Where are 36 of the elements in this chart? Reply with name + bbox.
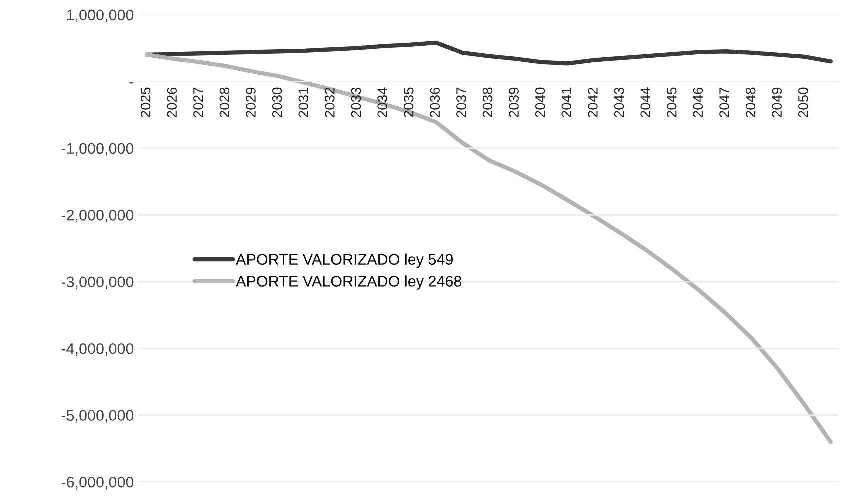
x-tick-label: 2050 <box>798 88 808 118</box>
x-tick-label: 2032 <box>325 88 335 118</box>
x-tick-label: 2043 <box>614 88 624 118</box>
x-tick-label: 2026 <box>167 88 178 118</box>
y-tick-label: -1,000,000 <box>62 143 134 156</box>
legend-label: APORTE VALORIZADO ley 549 <box>236 254 454 268</box>
x-tick-label: 2041 <box>562 88 572 118</box>
x-tick-label: 2044 <box>640 88 650 118</box>
x-tick-label: 2039 <box>509 88 519 118</box>
x-tick-label: 2033 <box>351 88 362 118</box>
x-tick-label: 2047 <box>720 88 730 118</box>
y-tick-label: -6,000,000 <box>62 476 134 490</box>
x-tick-label: 2034 <box>378 88 388 118</box>
legend-label: APORTE VALORIZADO ley 2468 <box>236 276 462 290</box>
x-tick-label: 2031 <box>298 88 309 118</box>
y-tick-label: -3,000,000 <box>62 276 134 290</box>
x-tick-label: 2027 <box>193 88 204 118</box>
y-tick-label: -4,000,000 <box>62 343 134 356</box>
x-tick-label: 2049 <box>772 88 782 118</box>
y-tick-label: - <box>130 82 134 84</box>
x-tick-label: 2035 <box>404 88 414 118</box>
x-tick-label: 2036 <box>430 88 440 118</box>
y-tick-label: -2,000,000 <box>62 210 134 223</box>
y-tick-label: 1,000,000 <box>67 10 134 22</box>
y-tick-label: -5,000,000 <box>62 410 134 423</box>
x-tick-label: 2046 <box>693 88 704 118</box>
x-tick-label: 2038 <box>482 88 493 118</box>
x-tick-label: 2028 <box>220 88 230 118</box>
x-tick-label: 2045 <box>666 88 677 118</box>
x-tick-label: 2029 <box>246 88 256 118</box>
x-tick-label: 2025 <box>140 88 151 118</box>
x-tick-label: 2030 <box>272 88 282 118</box>
x-tick-label: 2048 <box>746 88 756 118</box>
x-tick-label: 2037 <box>456 88 466 118</box>
x-tick-label: 2042 <box>588 88 598 118</box>
x-tick-label: 2040 <box>535 88 546 118</box>
